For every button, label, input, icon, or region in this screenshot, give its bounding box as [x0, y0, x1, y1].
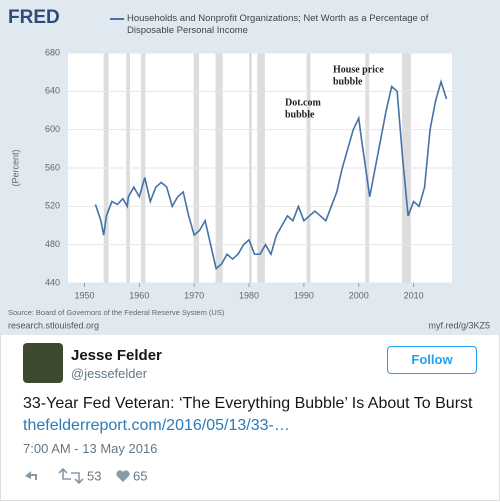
y-tick-label: 440: [45, 277, 60, 287]
retweet-icon[interactable]: [58, 467, 84, 485]
like-count: 65: [133, 468, 147, 483]
user-handle[interactable]: @jessefelder: [71, 366, 148, 381]
annotation: House price: [333, 64, 384, 75]
x-tick-label: 2000: [349, 290, 369, 300]
y-tick-label: 480: [45, 239, 60, 249]
x-tick-label: 2010: [404, 290, 424, 300]
y-tick-label: 640: [45, 86, 60, 96]
y-tick-label: 600: [45, 124, 60, 134]
x-tick-label: 1950: [74, 290, 94, 300]
y-tick-label: 560: [45, 162, 60, 172]
annotation: bubble: [285, 109, 315, 120]
tweet-text: 33-Year Fed Veteran: ‘The Everything Bub…: [23, 395, 473, 412]
follow-label[interactable]: Follow: [411, 352, 453, 367]
chart-panel: FRED (Percent) Source: Board of Governor…: [0, 0, 500, 335]
site: research.stlouisfed.org: [8, 320, 99, 330]
like-icon[interactable]: [116, 470, 130, 482]
x-tick-label: 1960: [129, 290, 149, 300]
x-tick-label: 1970: [184, 290, 204, 300]
annotation: bubble: [333, 76, 363, 87]
tweet-link[interactable]: thefelderreport.com/2016/05/13/33-…: [23, 417, 290, 434]
source: Source: Board of Governors of the Federa…: [8, 308, 225, 317]
logo: FRED: [8, 7, 60, 28]
legend-label: Households and Nonprofit Organizations; …: [127, 13, 429, 36]
annotation: Dot.com: [285, 97, 321, 108]
timestamp[interactable]: 7:00 AM - 13 May 2016: [23, 441, 158, 456]
chart: FRED (Percent) Source: Board of Governor…: [8, 7, 490, 330]
y-axis-label: (Percent): [10, 149, 20, 186]
x-tick-label: 1990: [294, 290, 314, 300]
actions: 53 65: [25, 467, 147, 485]
y-tick-label: 520: [45, 201, 60, 211]
y-tick-label: 680: [45, 47, 60, 57]
tweet-card: Jesse Felder @jessefelder Follow 33-Year…: [0, 335, 500, 501]
series-line: [94, 78, 448, 271]
x-tick-label: 1980: [239, 290, 259, 300]
avatar[interactable]: [23, 343, 63, 383]
retweet-count: 53: [87, 468, 101, 483]
short-url: myf.red/g/3KZ5: [428, 320, 490, 330]
reply-icon[interactable]: [25, 471, 37, 480]
follow-button[interactable]: Follow: [387, 346, 477, 374]
user-name[interactable]: Jesse Felder: [71, 347, 162, 364]
